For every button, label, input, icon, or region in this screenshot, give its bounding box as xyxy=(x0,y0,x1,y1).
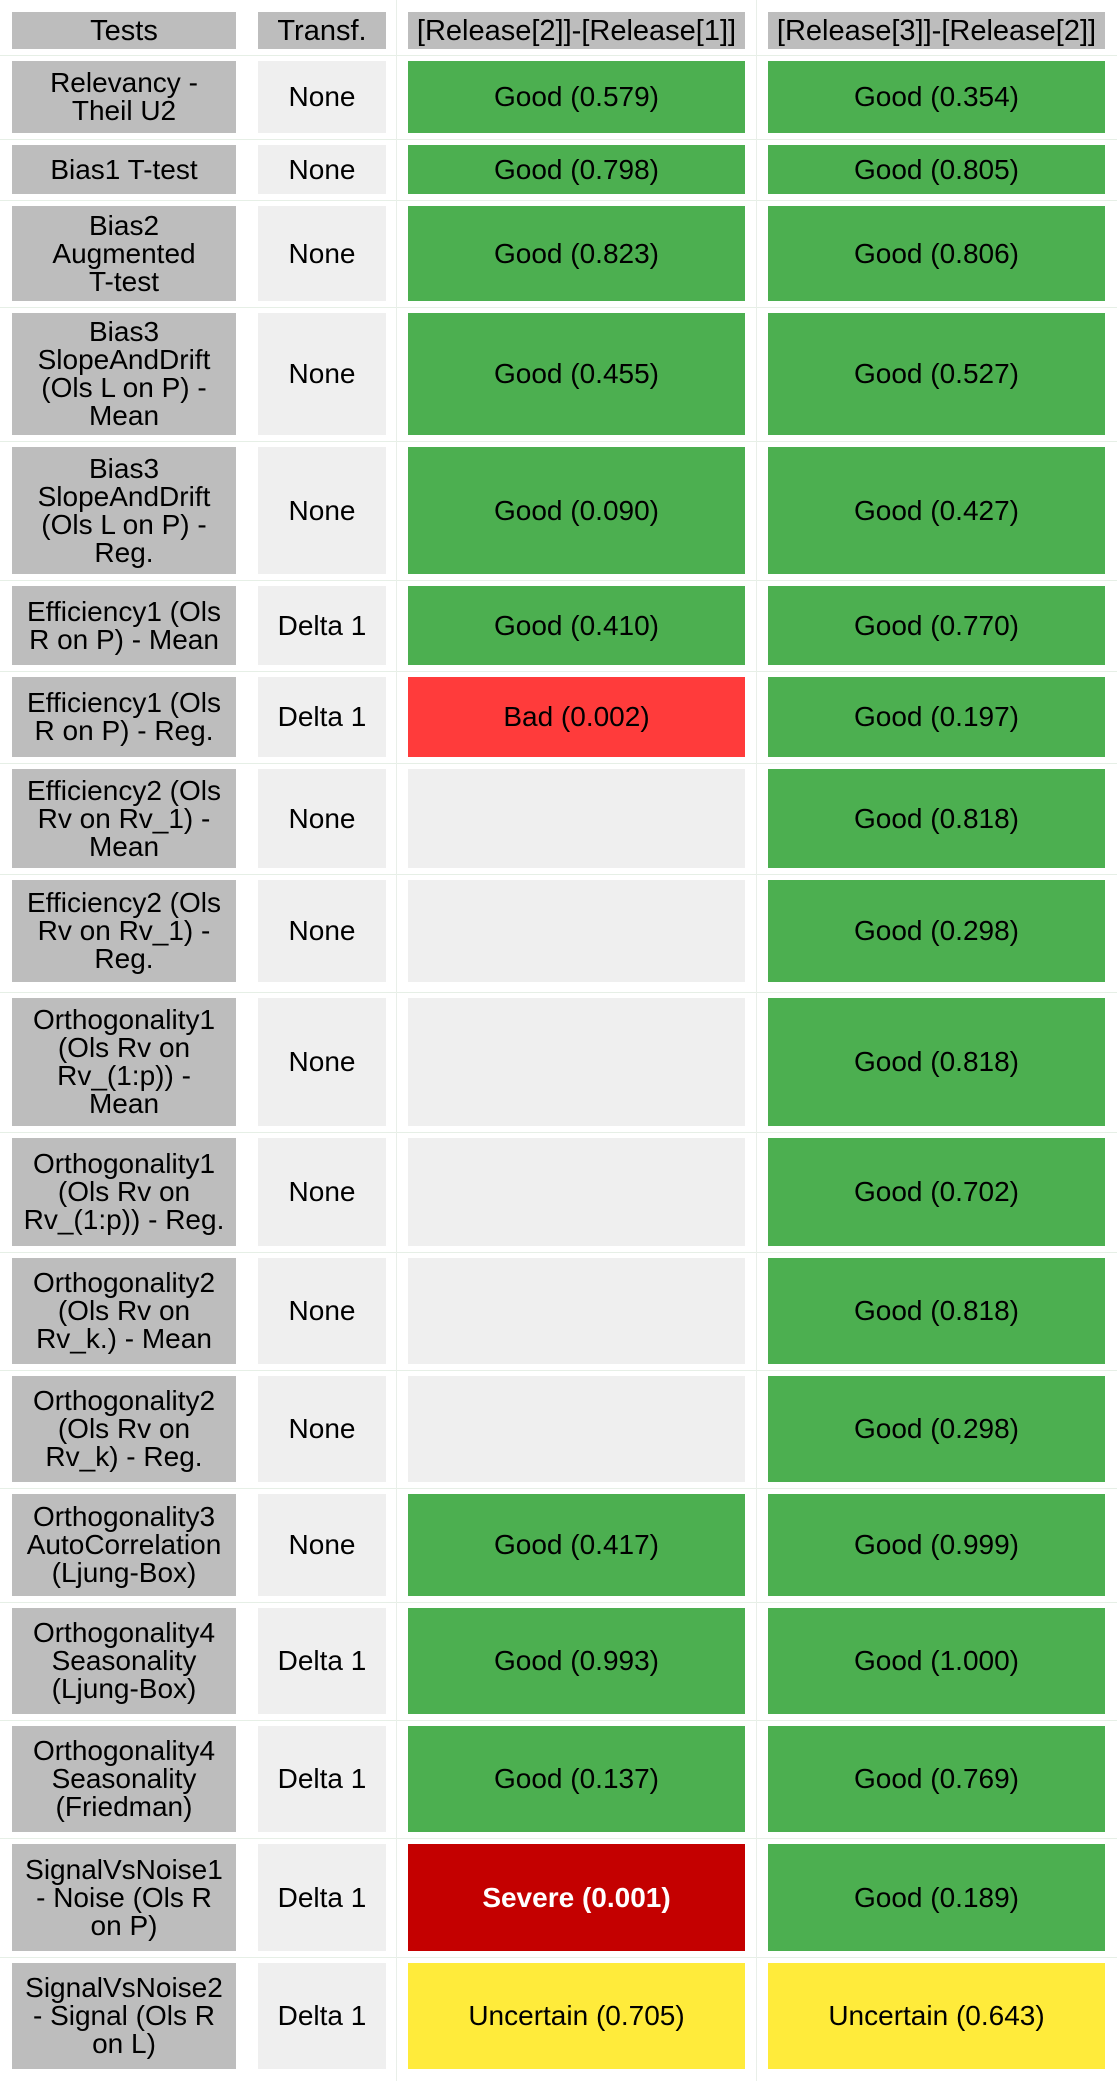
test-name-cell: Orthogonality2 (Ols Rv on Rv_k.) - Mean xyxy=(12,1258,236,1364)
result-cell-release-2-1 xyxy=(408,1258,745,1364)
row-separator xyxy=(0,1252,1117,1253)
test-name-cell: Efficiency2 (Ols Rv on Rv_1) - Mean xyxy=(12,769,236,868)
test-name-cell: Bias1 T-test xyxy=(12,145,236,194)
test-name-cell: Orthogonality3 AutoCorrelation (Ljung-Bo… xyxy=(12,1494,236,1596)
result-cell-release-2-1: Good (0.417) xyxy=(408,1494,745,1596)
result-cell-release-2-1: Bad (0.002) xyxy=(408,677,745,757)
result-cell-release-3-2: Good (0.702) xyxy=(768,1138,1105,1246)
result-cell-release-2-1: Uncertain (0.705) xyxy=(408,1963,745,2069)
result-cell-release-3-2: Good (0.769) xyxy=(768,1726,1105,1832)
transf-cell: None xyxy=(258,1494,386,1596)
header-release-2-1: [Release[2]]-[Release[1]] xyxy=(408,12,745,49)
header-tests: Tests xyxy=(12,12,236,49)
column-separator xyxy=(756,0,757,2081)
result-cell-release-2-1 xyxy=(408,1376,745,1482)
result-cell-release-2-1 xyxy=(408,1138,745,1246)
test-name-cell: Orthogonality1 (Ols Rv on Rv_(1:p)) - Me… xyxy=(12,998,236,1126)
row-separator xyxy=(0,763,1117,764)
test-name-cell: SignalVsNoise2 - Signal (Ols R on L) xyxy=(12,1963,236,2069)
result-cell-release-2-1: Good (0.798) xyxy=(408,145,745,194)
transf-cell: None xyxy=(258,313,386,435)
test-name-cell: Efficiency1 (Ols R on P) - Mean xyxy=(12,586,236,665)
transf-cell: None xyxy=(258,1376,386,1482)
test-name-cell: Orthogonality1 (Ols Rv on Rv_(1:p)) - Re… xyxy=(12,1138,236,1246)
row-separator xyxy=(0,580,1117,581)
test-name-cell: Bias3 SlopeAndDrift (Ols L on P) - Reg. xyxy=(12,447,236,574)
transf-cell: Delta 1 xyxy=(258,1963,386,2069)
test-name-cell: Orthogonality2 (Ols Rv on Rv_k) - Reg. xyxy=(12,1376,236,1482)
transf-cell: Delta 1 xyxy=(258,1726,386,1832)
result-cell-release-3-2: Good (0.197) xyxy=(768,677,1105,757)
transf-cell: None xyxy=(258,145,386,194)
result-cell-release-2-1: Good (0.579) xyxy=(408,61,745,133)
row-separator xyxy=(0,671,1117,672)
transf-cell: None xyxy=(258,61,386,133)
result-cell-release-2-1: Good (0.455) xyxy=(408,313,745,435)
result-cell-release-2-1: Good (0.993) xyxy=(408,1608,745,1714)
result-cell-release-3-2: Good (0.818) xyxy=(768,998,1105,1126)
column-separator xyxy=(396,0,397,2081)
row-separator xyxy=(0,200,1117,201)
test-name-cell: Relevancy - Theil U2 xyxy=(12,61,236,133)
row-separator xyxy=(0,992,1117,993)
test-name-cell: Bias2 Augmented T-test xyxy=(12,206,236,301)
row-separator xyxy=(0,1838,1117,1839)
result-cell-release-3-2: Good (0.770) xyxy=(768,586,1105,665)
test-name-cell: Orthogonality4 Seasonality (Friedman) xyxy=(12,1726,236,1832)
row-separator xyxy=(0,874,1117,875)
transf-cell: Delta 1 xyxy=(258,586,386,665)
result-cell-release-3-2: Good (0.298) xyxy=(768,880,1105,982)
result-cell-release-3-2: Good (0.805) xyxy=(768,145,1105,194)
result-cell-release-3-2: Good (0.427) xyxy=(768,447,1105,574)
result-cell-release-3-2: Good (0.298) xyxy=(768,1376,1105,1482)
header-release-3-2: [Release[3]]-[Release[2]] xyxy=(768,12,1105,49)
result-cell-release-2-1: Good (0.823) xyxy=(408,206,745,301)
transf-cell: Delta 1 xyxy=(258,677,386,757)
result-cell-release-2-1: Good (0.410) xyxy=(408,586,745,665)
transf-cell: None xyxy=(258,1258,386,1364)
test-name-cell: Orthogonality4 Seasonality (Ljung-Box) xyxy=(12,1608,236,1714)
result-cell-release-3-2: Good (0.818) xyxy=(768,1258,1105,1364)
result-cell-release-3-2: Uncertain (0.643) xyxy=(768,1963,1105,2069)
row-separator xyxy=(0,1370,1117,1371)
result-cell-release-2-1 xyxy=(408,769,745,868)
transf-cell: None xyxy=(258,206,386,301)
transf-cell: Delta 1 xyxy=(258,1844,386,1951)
result-cell-release-3-2: Good (0.189) xyxy=(768,1844,1105,1951)
row-separator xyxy=(0,1132,1117,1133)
result-cell-release-3-2: Good (0.806) xyxy=(768,206,1105,301)
test-name-cell: SignalVsNoise1 - Noise (Ols R on P) xyxy=(12,1844,236,1951)
row-separator xyxy=(0,139,1117,140)
result-cell-release-2-1: Severe (0.001) xyxy=(408,1844,745,1951)
transf-cell: None xyxy=(258,880,386,982)
result-cell-release-3-2: Good (1.000) xyxy=(768,1608,1105,1714)
header-transf: Transf. xyxy=(258,12,386,49)
row-separator xyxy=(0,1602,1117,1603)
transf-cell: None xyxy=(258,1138,386,1246)
test-name-cell: Efficiency2 (Ols Rv on Rv_1) - Reg. xyxy=(12,880,236,982)
result-cell-release-2-1 xyxy=(408,880,745,982)
row-separator xyxy=(0,441,1117,442)
result-cell-release-2-1 xyxy=(408,998,745,1126)
row-separator xyxy=(0,55,1117,56)
result-cell-release-3-2: Good (0.527) xyxy=(768,313,1105,435)
row-separator xyxy=(0,307,1117,308)
result-cell-release-3-2: Good (0.999) xyxy=(768,1494,1105,1596)
result-cell-release-2-1: Good (0.137) xyxy=(408,1726,745,1832)
test-name-cell: Efficiency1 (Ols R on P) - Reg. xyxy=(12,677,236,757)
result-cell-release-2-1: Good (0.090) xyxy=(408,447,745,574)
transf-cell: Delta 1 xyxy=(258,1608,386,1714)
transf-cell: None xyxy=(258,769,386,868)
row-separator xyxy=(0,1957,1117,1958)
test-name-cell: Bias3 SlopeAndDrift (Ols L on P) - Mean xyxy=(12,313,236,435)
transf-cell: None xyxy=(258,447,386,574)
result-cell-release-3-2: Good (0.818) xyxy=(768,769,1105,868)
transf-cell: None xyxy=(258,998,386,1126)
row-separator xyxy=(0,1488,1117,1489)
result-cell-release-3-2: Good (0.354) xyxy=(768,61,1105,133)
row-separator xyxy=(0,1720,1117,1721)
